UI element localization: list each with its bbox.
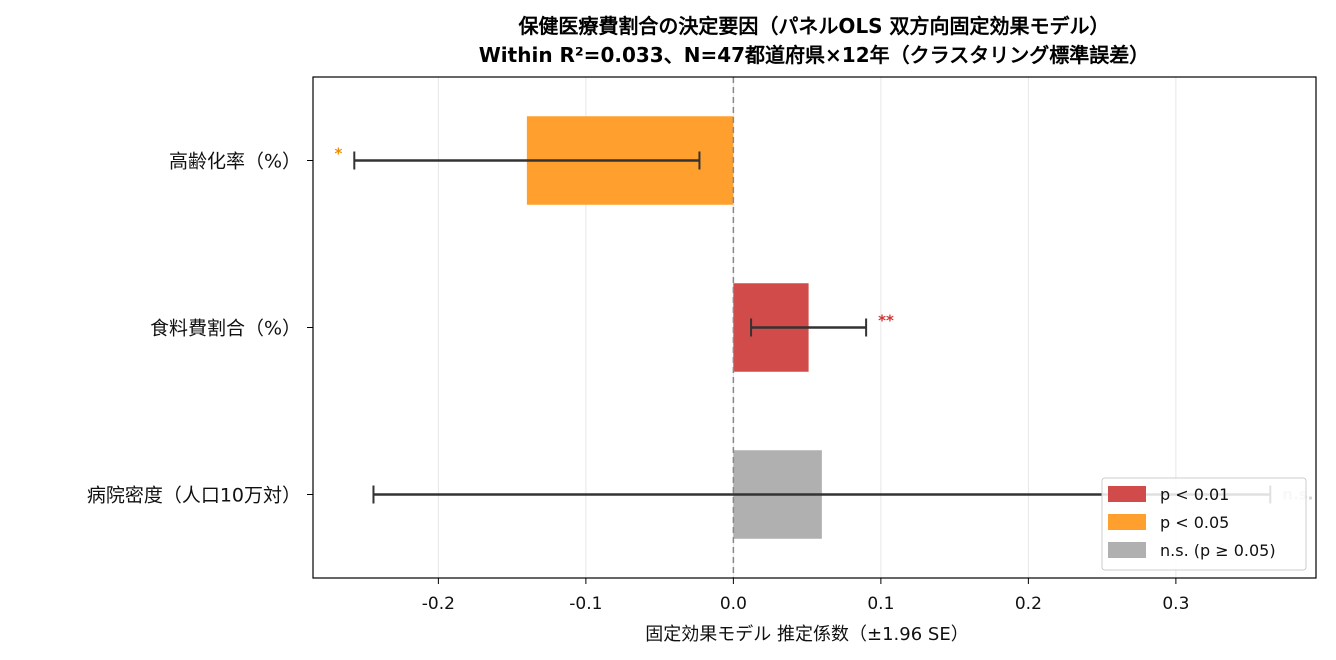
x-tick-label: 0.2 (1015, 594, 1042, 614)
legend-label: n.s. (p ≥ 0.05) (1160, 541, 1276, 560)
y-tick-label: 高齢化率（%） (169, 151, 301, 173)
y-tick-label: 病院密度（人口10万対） (87, 485, 301, 507)
chart-subtitle: Within R²=0.033、N=47都道府県×12年（クラスタリング標準誤差… (479, 43, 1149, 67)
y-tick-label: 食料費割合（%） (150, 318, 301, 340)
chart-title: 保健医療費割合の決定要因（パネルOLS 双方向固定効果モデル） (517, 14, 1109, 38)
legend-label: p < 0.01 (1160, 485, 1229, 504)
x-tick-label: 0.0 (720, 594, 747, 614)
x-tick-label: -0.1 (569, 594, 602, 614)
x-tick-label: 0.1 (867, 594, 894, 614)
legend-box (1101, 477, 1307, 571)
x-axis-label: 固定効果モデル 推定係数（±1.96 SE） (645, 624, 968, 645)
legend-swatch (1108, 542, 1146, 558)
x-tick-label: 0.3 (1162, 594, 1189, 614)
legend-swatch (1108, 486, 1146, 502)
significance-label: * (334, 145, 342, 163)
x-tick-label: -0.2 (422, 594, 455, 614)
significance-label: ** (878, 312, 894, 330)
x-axis-ticks: -0.2 -0.1 0.0 0.1 0.2 0.3 (422, 578, 1189, 614)
legend: p < 0.01 p < 0.05 n.s. (p ≥ 0.05) (1101, 477, 1307, 571)
y-axis-labels: 高齢化率（%） 食料費割合（%） 病院密度（人口10万対） (87, 151, 313, 507)
legend-swatch (1108, 514, 1146, 530)
legend-label: p < 0.05 (1160, 513, 1229, 532)
